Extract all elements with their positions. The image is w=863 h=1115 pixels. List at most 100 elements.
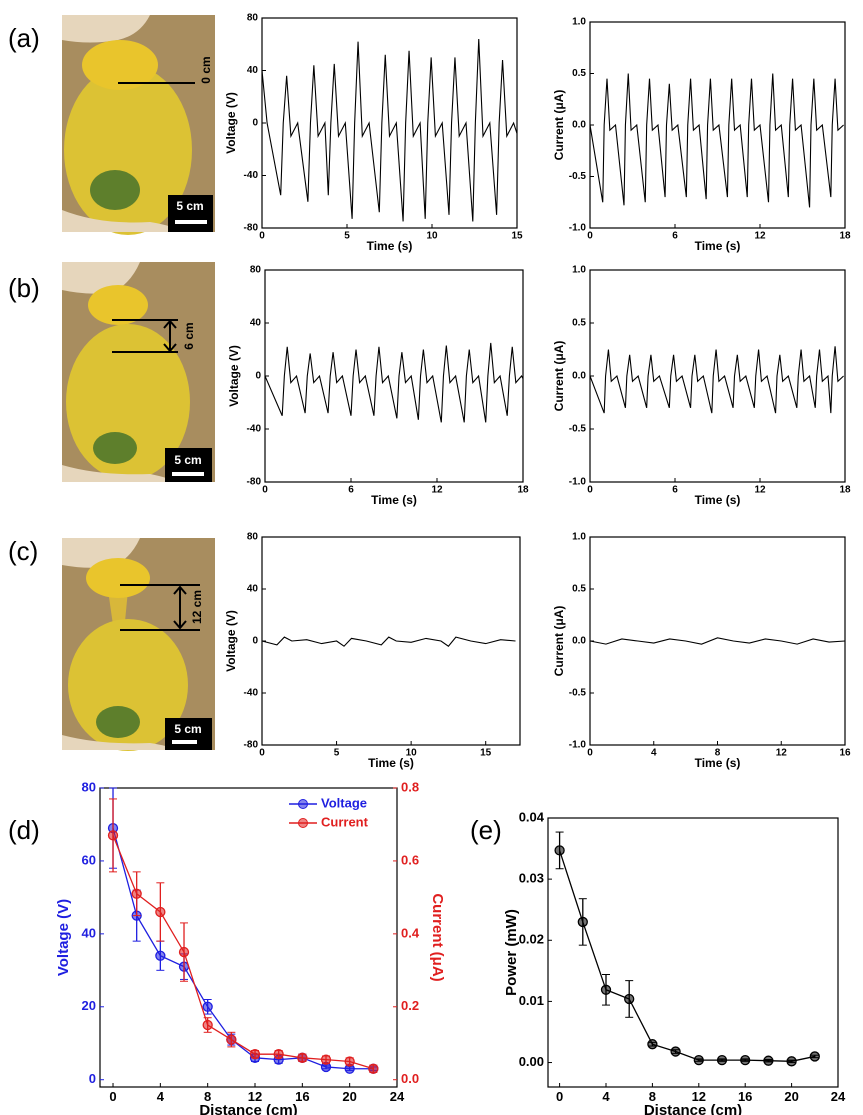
x-tick-label: 12 (248, 1089, 262, 1104)
y-axis-title: Current (μA) (552, 341, 566, 412)
x-axis-title: Time (s) (695, 756, 741, 770)
marker (577, 916, 588, 928)
y-axis-title: Current (μA) (552, 90, 566, 161)
series-line (264, 342, 524, 423)
marker (155, 906, 166, 918)
x-axis-title: Time (s) (695, 493, 741, 507)
marker (600, 984, 612, 995)
photo: 6 cm 5 cm (62, 262, 215, 482)
distance-label: 0 cm (199, 56, 213, 83)
marker (202, 1019, 213, 1031)
x-tick-label: 6 (348, 485, 354, 496)
scale-box (165, 718, 212, 750)
arrow-heads (173, 585, 187, 630)
y-tick-label: 20 (82, 998, 96, 1013)
series-line (589, 73, 844, 208)
x-axis-title: Time (s) (371, 493, 417, 507)
panel-label: (c) (8, 536, 38, 566)
plot-frame (589, 269, 846, 483)
hand (62, 15, 150, 43)
x-tick-label: 0 (262, 485, 268, 496)
y-tick-label: -0.5 (569, 688, 587, 699)
y-tick-label: 40 (250, 318, 262, 329)
x-tick-label: 15 (480, 748, 492, 759)
legend-marker (298, 799, 308, 809)
y-tick-label: 0.04 (519, 809, 545, 824)
plot-frame (589, 21, 846, 229)
y2-tick-label: 0.4 (401, 925, 420, 940)
x-tick-label: 0 (259, 231, 265, 242)
y-tick-label: 40 (247, 65, 259, 76)
y-tick-label: -0.5 (569, 171, 587, 182)
y-tick-label: 1.0 (572, 532, 586, 543)
x-tick-label: 12 (431, 485, 443, 496)
x-tick-label: 0 (556, 1089, 563, 1104)
marker (624, 993, 635, 1005)
x-tick-label: 12 (754, 231, 766, 242)
legend-marker (298, 818, 308, 828)
x-tick-label: 0 (109, 1089, 116, 1104)
y-tick-label: 0 (252, 636, 258, 647)
marker (344, 1056, 355, 1067)
series-line (589, 637, 846, 645)
series-line (112, 827, 374, 1070)
x-tick-label: 4 (651, 748, 657, 759)
balloon-top (86, 558, 150, 598)
y-tick-label: 80 (250, 265, 262, 276)
marker (693, 1054, 704, 1066)
x-tick-label: 20 (342, 1089, 356, 1104)
legend-label: Current (321, 814, 369, 829)
y-tick-label: 40 (247, 584, 259, 595)
y-tick-label: 0.0 (572, 371, 586, 382)
photo: 0 cm 5 cm (62, 15, 215, 235)
y-tick-label: -80 (244, 223, 259, 234)
marker (297, 1052, 308, 1063)
panel-label: (a) (8, 23, 40, 53)
marker (226, 1034, 237, 1045)
marker (740, 1054, 751, 1066)
x-tick-label: 8 (649, 1089, 656, 1104)
series-line (261, 38, 518, 222)
series-line (112, 835, 374, 1070)
y-tick-label: -1.0 (569, 223, 587, 234)
y-axis-title: Voltage (V) (55, 899, 72, 976)
y2-tick-label: 0.2 (401, 998, 419, 1013)
scale-label: 5 cm (174, 453, 201, 467)
y-tick-label: 0 (252, 118, 258, 129)
marker (809, 1051, 820, 1062)
scale-bar (172, 472, 204, 476)
y-tick-label: 0.02 (519, 932, 544, 947)
y-axis-title: Current (μA) (552, 606, 566, 677)
y-tick-label: 80 (247, 13, 259, 24)
y-tick-label: 0.00 (519, 1054, 544, 1069)
y-tick-label: -80 (244, 740, 259, 751)
x-tick-label: 10 (426, 231, 438, 242)
y-tick-label: -0.5 (569, 424, 587, 435)
hand (62, 735, 175, 750)
y-tick-label: -1.0 (569, 477, 587, 488)
x-tick-label: 15 (511, 231, 523, 242)
arrow-heads (163, 319, 177, 353)
y-tick-label: 0.03 (519, 871, 544, 886)
marker (670, 1046, 681, 1057)
x-tick-label: 16 (295, 1089, 309, 1104)
marker (786, 1056, 797, 1067)
series-line (558, 850, 815, 1062)
legend-label: Voltage (321, 795, 367, 810)
y-tick-label: 0 (255, 371, 261, 382)
x-tick-label: 10 (406, 748, 418, 759)
x-tick-label: 12 (754, 485, 766, 496)
y-tick-label: 0.01 (519, 993, 544, 1008)
y-tick-label: 1.0 (572, 265, 586, 276)
y2-axis-title: Current (μA) (429, 893, 446, 981)
y2-tick-label: 0.0 (401, 1071, 419, 1086)
scale-box (165, 448, 212, 482)
y-tick-label: 1.0 (572, 17, 586, 28)
y-tick-label: 80 (247, 532, 259, 543)
x-tick-label: 12 (776, 748, 788, 759)
series-line (261, 636, 516, 647)
y-tick-label: 40 (82, 925, 96, 940)
x-axis-title: Time (s) (368, 756, 414, 770)
scale-bar (175, 220, 207, 224)
y2-tick-label: 0.6 (401, 852, 419, 867)
